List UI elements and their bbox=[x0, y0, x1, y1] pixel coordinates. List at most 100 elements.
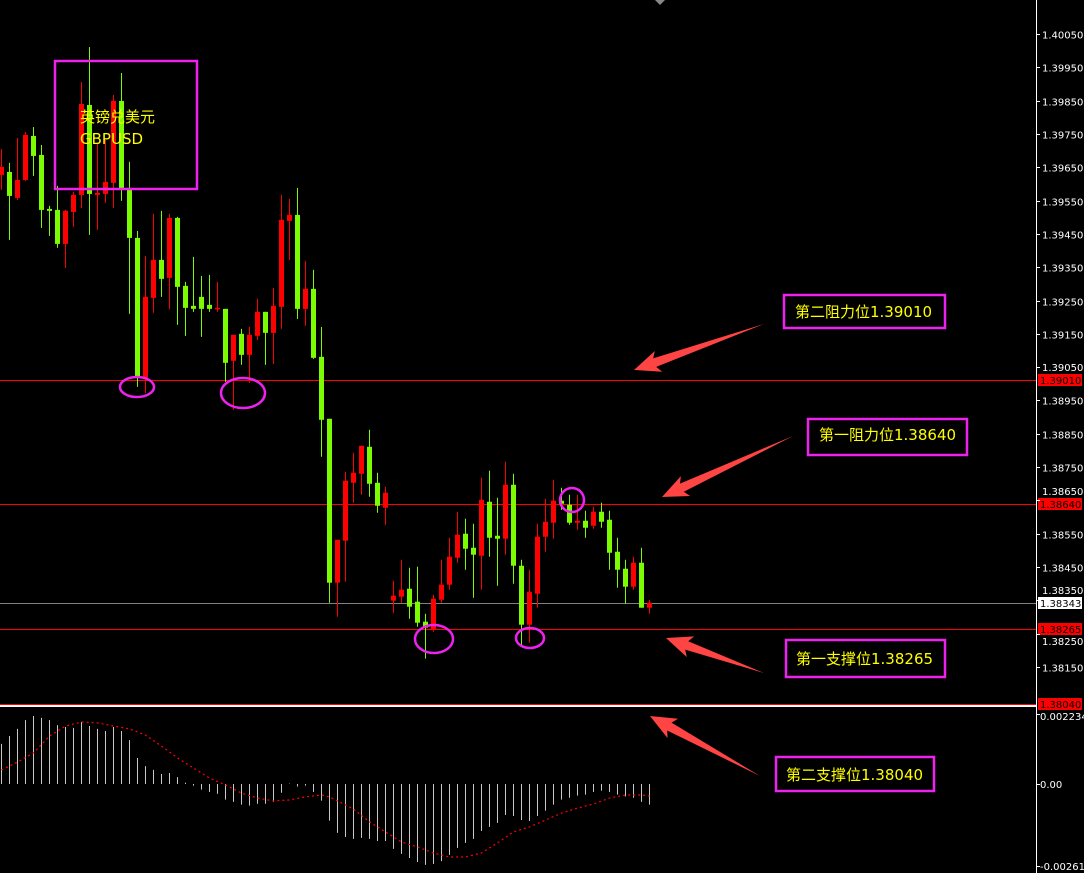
candle bbox=[367, 429, 372, 497]
candle-body bbox=[7, 171, 12, 196]
candle-body bbox=[15, 179, 20, 198]
chart-shift-marker-icon[interactable] bbox=[655, 0, 665, 5]
annotation-frame bbox=[782, 293, 947, 330]
candle bbox=[631, 556, 636, 590]
price-tag-label: 1.38343 bbox=[1040, 599, 1081, 610]
candle bbox=[647, 599, 652, 614]
candle-body bbox=[431, 598, 436, 630]
price-tag-label: 1.38265 bbox=[1040, 625, 1081, 636]
candle-body bbox=[223, 308, 228, 363]
candle bbox=[183, 281, 188, 336]
macd-axis-label: -0.00261 bbox=[1040, 862, 1084, 873]
price-axis[interactable]: 1.39010 1.38640 1.38343 1.38265 1.38040 1.400… bbox=[1036, 31, 1083, 712]
candle bbox=[215, 281, 220, 312]
axis-tick-label: 1.38750 bbox=[1042, 464, 1083, 475]
candle-body bbox=[487, 501, 492, 538]
macd-axis-label: 0.00 bbox=[1040, 780, 1062, 791]
candle bbox=[391, 580, 396, 613]
candle-body bbox=[207, 304, 212, 309]
horizontal-levels bbox=[0, 380, 1036, 705]
candle bbox=[551, 479, 556, 539]
candle-body bbox=[87, 104, 92, 194]
annotation-text: 第二支撑位1.38040 bbox=[786, 766, 923, 784]
symbol-box-frame bbox=[53, 59, 199, 191]
candle-body bbox=[559, 500, 564, 504]
candle-body bbox=[327, 418, 332, 583]
candle-body bbox=[535, 536, 540, 594]
candle-body bbox=[647, 602, 652, 608]
candle bbox=[239, 328, 244, 365]
candle bbox=[207, 274, 212, 312]
candle-body bbox=[119, 100, 124, 188]
candle-body bbox=[615, 551, 620, 570]
highlight-circles bbox=[118, 375, 586, 655]
symbol-label-box: 英镑兑美元 GBPUSD bbox=[53, 59, 199, 191]
candle bbox=[31, 126, 36, 176]
candle-body bbox=[503, 484, 508, 539]
candle-body bbox=[463, 533, 468, 549]
candle-body bbox=[407, 588, 412, 607]
candle bbox=[383, 486, 388, 525]
axis-tick-label: 1.38650 bbox=[1042, 487, 1083, 498]
price-tag-label: 1.38040 bbox=[1040, 700, 1081, 711]
candle-body bbox=[271, 305, 276, 333]
candlestick-series bbox=[0, 46, 652, 659]
candle-body bbox=[447, 556, 452, 585]
candle-body bbox=[55, 209, 60, 244]
candle-body bbox=[607, 519, 612, 553]
highlight-circle bbox=[118, 375, 156, 399]
candle-body bbox=[303, 288, 308, 309]
axis-tick-label: 1.40050 bbox=[1042, 31, 1083, 42]
candle bbox=[471, 523, 476, 598]
candle bbox=[487, 470, 492, 557]
candle bbox=[503, 461, 508, 555]
candle-body bbox=[311, 288, 316, 358]
candle-body bbox=[639, 562, 644, 608]
candle-body bbox=[199, 296, 204, 309]
highlight-circle bbox=[514, 626, 546, 650]
candle bbox=[95, 142, 100, 230]
candle bbox=[247, 326, 252, 383]
candle-body bbox=[543, 521, 548, 537]
candle bbox=[455, 511, 460, 563]
candle-body bbox=[575, 520, 580, 523]
symbol-ticker: GBPUSD bbox=[80, 130, 143, 148]
candle bbox=[615, 537, 620, 588]
arrow-icon bbox=[666, 636, 764, 673]
axis-tick-label: 1.39150 bbox=[1042, 331, 1083, 342]
candle bbox=[103, 139, 108, 203]
candle bbox=[479, 477, 484, 590]
candle-body bbox=[359, 445, 364, 474]
annotation-frame bbox=[784, 638, 947, 679]
candle-body bbox=[479, 499, 484, 556]
candle bbox=[511, 473, 516, 584]
candle bbox=[463, 518, 468, 570]
candle-body bbox=[287, 214, 292, 221]
candle-body bbox=[215, 307, 220, 310]
candle-body bbox=[591, 511, 596, 526]
candle bbox=[279, 194, 284, 329]
candle-body bbox=[367, 446, 372, 484]
candle bbox=[63, 209, 68, 268]
candle bbox=[231, 334, 236, 410]
symbol-name-cn: 英镑兑美元 bbox=[80, 108, 155, 126]
candle-body bbox=[519, 565, 524, 625]
axis-tick-label: 1.39750 bbox=[1042, 131, 1083, 142]
candle bbox=[335, 539, 340, 617]
axis-tick-label: 1.38250 bbox=[1042, 637, 1083, 648]
candle-body bbox=[511, 484, 516, 566]
candle-body bbox=[31, 135, 36, 156]
price-tag-label: 1.39010 bbox=[1040, 376, 1081, 387]
candle bbox=[271, 287, 276, 364]
candle bbox=[47, 205, 52, 236]
candle-body bbox=[599, 511, 604, 522]
candle bbox=[327, 418, 332, 603]
candle bbox=[287, 198, 292, 260]
candle bbox=[263, 311, 268, 365]
candle-body bbox=[135, 237, 140, 377]
candle-body bbox=[167, 217, 172, 278]
macd-axis-label: 0.002234 bbox=[1040, 712, 1084, 723]
candle bbox=[0, 148, 4, 190]
